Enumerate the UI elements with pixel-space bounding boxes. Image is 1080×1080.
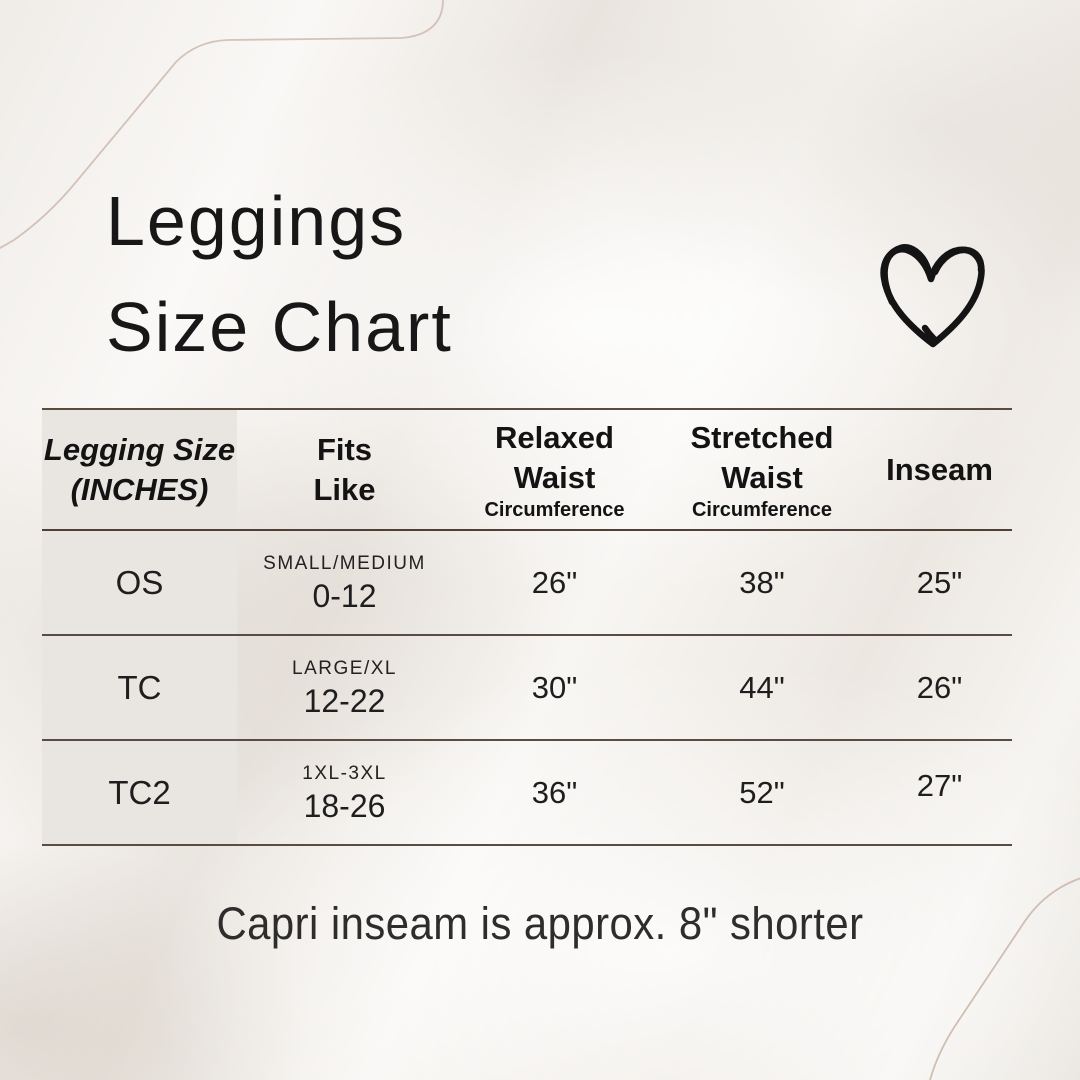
header-stretched-line2: Waist <box>721 459 803 495</box>
capri-inseam-note: Capri inseam is approx. 8" shorter <box>216 898 864 949</box>
stretched-waist-value: 52" <box>739 774 785 810</box>
header-relaxed-sub: Circumference <box>484 498 625 521</box>
inseam-value: 25" <box>916 564 963 600</box>
relaxed-waist-value: 30" <box>531 669 578 705</box>
table-header-row: Legging Size (INCHES) Fits Like Relaxed … <box>42 408 1012 531</box>
cell-inseam-os: 25" <box>867 531 1012 634</box>
heart-icon <box>868 228 998 358</box>
size-chart-table: Legging Size (INCHES) Fits Like Relaxed … <box>42 408 1012 846</box>
page-title: Leggings Size Chart <box>106 168 453 380</box>
size-label: OS <box>115 563 164 601</box>
cell-size-os: OS <box>42 531 237 634</box>
header-stretched-line1: Stretched <box>690 419 834 455</box>
cell-fits-os: SMALL/MEDIUM 0-12 <box>237 531 452 634</box>
cell-relaxed-tc: 30" <box>452 636 657 739</box>
fits-like-range: 18-26 <box>303 787 386 824</box>
size-label: TC <box>117 668 162 706</box>
table-row-tc: TC LARGE/XL 12-22 30" 44" 26" <box>42 636 1012 741</box>
header-inseam-label: Inseam <box>886 451 993 487</box>
header-stretched-waist: Stretched Waist Circumference <box>657 410 867 529</box>
header-relaxed-line1: Relaxed <box>495 419 614 455</box>
inseam-value: 26" <box>916 669 963 705</box>
size-label: TC2 <box>108 773 171 811</box>
cell-stretched-tc2: 52" <box>657 741 867 844</box>
fits-like-label: LARGE/XL <box>292 657 397 679</box>
relaxed-waist-value: 26" <box>531 564 578 600</box>
page-title-line1: Leggings <box>106 182 407 260</box>
cell-size-tc: TC <box>42 636 237 739</box>
header-legging-size-line2: (INCHES) <box>70 471 209 507</box>
cell-fits-tc2: 1XL-3XL 18-26 <box>237 741 452 844</box>
table-row-tc2: TC2 1XL-3XL 18-26 36" 52" 27" <box>42 741 1012 846</box>
cell-relaxed-os: 26" <box>452 531 657 634</box>
stretched-waist-value: 44" <box>739 669 785 705</box>
header-relaxed-line2: Waist <box>513 459 596 495</box>
relaxed-waist-value: 36" <box>531 774 578 810</box>
header-stretched-sub: Circumference <box>691 498 833 521</box>
fits-like-range: 12-22 <box>303 682 386 719</box>
page-title-line2: Size Chart <box>106 288 453 366</box>
table-row-os: OS SMALL/MEDIUM 0-12 26" 38" 25" <box>42 531 1012 636</box>
header-fits-like-line1: Fits <box>316 431 373 467</box>
inseam-value: 27" <box>916 767 963 803</box>
header-fits-like-line2: Like <box>313 471 376 507</box>
header-relaxed-waist: Relaxed Waist Circumference <box>452 410 657 529</box>
header-fits-like: Fits Like <box>237 410 452 529</box>
stretched-waist-value: 38" <box>739 564 785 600</box>
cell-fits-tc: LARGE/XL 12-22 <box>237 636 452 739</box>
fits-like-label: SMALL/MEDIUM <box>263 552 426 574</box>
cell-inseam-tc2: 27" <box>867 741 1012 844</box>
cell-inseam-tc: 26" <box>867 636 1012 739</box>
header-legging-size: Legging Size (INCHES) <box>42 410 237 529</box>
cell-size-tc2: TC2 <box>42 741 237 844</box>
header-legging-size-line1: Legging Size <box>43 431 236 467</box>
fits-like-range: 0-12 <box>312 577 377 614</box>
fits-like-label: 1XL-3XL <box>302 762 387 784</box>
header-inseam: Inseam <box>867 410 1012 529</box>
cell-stretched-os: 38" <box>657 531 867 634</box>
cell-stretched-tc: 44" <box>657 636 867 739</box>
cell-relaxed-tc2: 36" <box>452 741 657 844</box>
